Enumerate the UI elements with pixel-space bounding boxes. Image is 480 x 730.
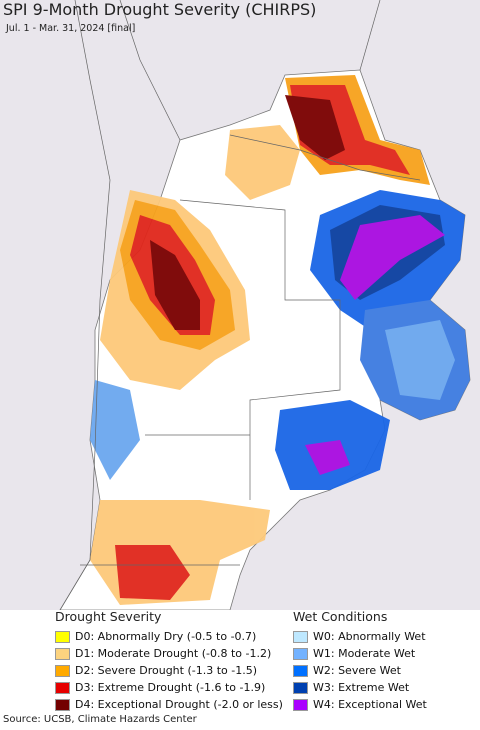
title: SPI 9-Month Drought Severity (CHIRPS) — [3, 0, 317, 19]
d4-area — [285, 95, 345, 160]
legend-swatch — [293, 664, 308, 677]
legend-label: W4: Exceptional Wet — [313, 698, 427, 711]
w1-area — [385, 320, 455, 400]
legend-swatch — [293, 647, 308, 660]
legend-wet: Wet Conditions W0: Abnormally Wet W1: Mode… — [293, 609, 427, 713]
legend-label: D3: Extreme Drought (-1.6 to -1.9) — [75, 681, 266, 694]
legend-label: W0: Abnormally Wet — [313, 630, 426, 643]
legend-swatch — [55, 647, 70, 660]
legend-item: D4: Exceptional Drought (-2.0 or less) — [55, 696, 283, 713]
legend-label: W3: Extreme Wet — [313, 681, 410, 694]
subtitle: Jul. 1 - Mar. 31, 2024 [final] — [6, 23, 136, 34]
legend-label: D2: Severe Drought (-1.3 to -1.5) — [75, 664, 258, 677]
borders — [59, 0, 421, 610]
source: Source: UCSB, Climate Hazards Center — [3, 714, 197, 725]
legend-item: W3: Extreme Wet — [293, 679, 427, 696]
legend-swatch — [293, 681, 308, 694]
legend-item: W0: Abnormally Wet — [293, 628, 427, 645]
legend-item: D1: Moderate Drought (-0.8 to -1.2) — [55, 645, 283, 662]
legend-swatch — [55, 698, 70, 711]
legend-swatch — [293, 630, 308, 643]
legend-item: D2: Severe Drought (-1.3 to -1.5) — [55, 662, 283, 679]
legend-label: D4: Exceptional Drought (-2.0 or less) — [75, 698, 283, 711]
legend-title: Drought Severity — [55, 609, 162, 624]
d4-area — [150, 240, 200, 330]
legend-drought: Drought Severity D0: Abnormally Dry (-0.5… — [55, 609, 283, 713]
legend-item: W1: Moderate Wet — [293, 645, 427, 662]
map — [0, 0, 480, 610]
legend-label: W2: Severe Wet — [313, 664, 401, 677]
legend-item: D0: Abnormally Dry (-0.5 to -0.7) — [55, 628, 283, 645]
legend-swatch — [55, 681, 70, 694]
legend-label: W1: Moderate Wet — [313, 647, 416, 660]
legend-swatch — [55, 630, 70, 643]
d3-area — [115, 545, 190, 600]
legend-item: W4: Exceptional Wet — [293, 696, 427, 713]
drought-areas — [90, 75, 430, 605]
legend-swatch — [293, 698, 308, 711]
w1-area — [90, 380, 140, 480]
w4-area — [340, 215, 445, 300]
legend-item: D3: Extreme Drought (-1.6 to -1.9) — [55, 679, 283, 696]
legend-label: D0: Abnormally Dry (-0.5 to -0.7) — [75, 630, 257, 643]
w4-area — [305, 440, 350, 475]
d1-area — [225, 125, 300, 200]
legend-title: Wet Conditions — [293, 609, 388, 624]
legend-swatch — [55, 664, 70, 677]
legend-item: W2: Severe Wet — [293, 662, 427, 679]
legend-label: D1: Moderate Drought (-0.8 to -1.2) — [75, 647, 272, 660]
wet-areas — [90, 190, 470, 490]
